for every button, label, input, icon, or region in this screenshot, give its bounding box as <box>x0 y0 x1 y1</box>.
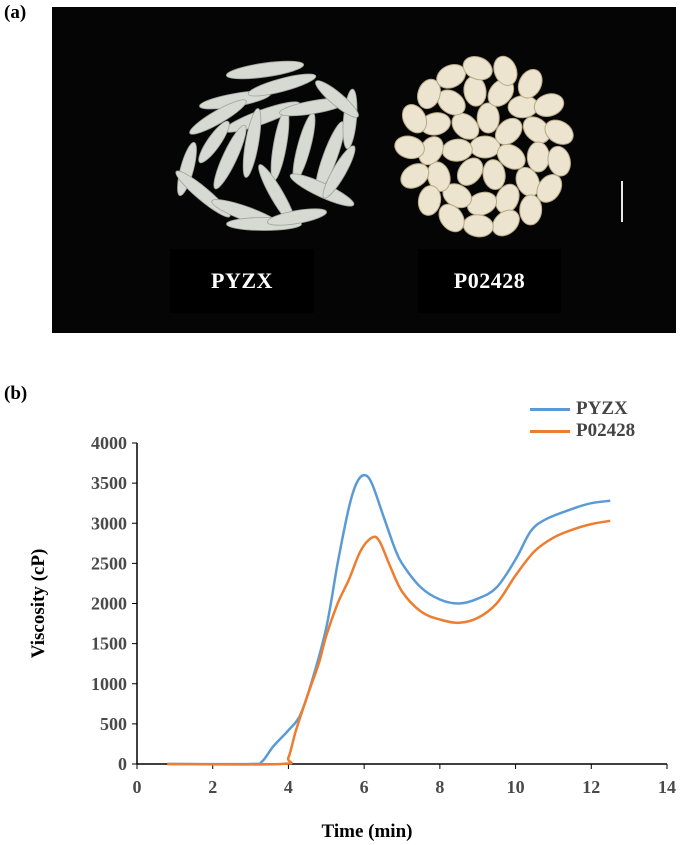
round-grain <box>451 112 480 140</box>
legend-item-p02428: P02428 <box>530 420 635 442</box>
legend-label-p02428: P02428 <box>576 420 636 441</box>
x-tick-label: 4 <box>284 777 293 797</box>
rice-grain <box>247 73 317 97</box>
round-grain <box>517 68 543 99</box>
x-tick-label: 12 <box>582 777 600 797</box>
round-grain <box>438 203 465 233</box>
round-grain <box>536 174 563 203</box>
round-grain <box>400 163 430 189</box>
round-grain <box>462 214 494 238</box>
y-tick-label: 2000 <box>91 594 127 614</box>
panel-a-label: (a) <box>4 2 27 23</box>
y-tick-label: 1000 <box>91 674 127 694</box>
rice-grain <box>225 60 305 80</box>
round-grain <box>417 185 442 216</box>
x-axis-title: Time (min) <box>322 821 413 842</box>
y-tick-label: 3500 <box>91 473 127 493</box>
round-grain <box>456 157 484 186</box>
sample-label-pyzx: PYZX <box>170 249 314 313</box>
x-tick-label: 10 <box>507 777 525 797</box>
round-grain <box>491 209 520 237</box>
rice-grain <box>198 120 230 164</box>
grain-photo: PYZX P02428 <box>52 7 676 333</box>
round-grain <box>547 145 571 177</box>
rice-grain <box>322 145 356 199</box>
panel-b-label: (b) <box>4 383 28 404</box>
round-grain <box>493 55 518 86</box>
y-tick-label: 500 <box>100 714 127 734</box>
legend-item-pyzx: PYZX <box>530 398 635 420</box>
rice-grain <box>267 208 327 226</box>
round-grain <box>401 104 428 134</box>
round-grain <box>466 191 498 216</box>
round-grain <box>522 116 551 144</box>
round-grain <box>394 135 425 160</box>
rice-grain <box>289 173 355 207</box>
round-grain <box>544 119 574 145</box>
round-grain <box>533 93 565 117</box>
y-axis-title: Viscosity (cP) <box>28 549 49 659</box>
x-tick-label: 6 <box>360 777 369 797</box>
legend-swatch-p02428 <box>530 429 570 433</box>
y-tick-label: 1500 <box>91 634 127 654</box>
chart-legend: PYZX P02428 <box>530 398 635 442</box>
series-line-pyzx <box>167 473 611 766</box>
rice-grain <box>292 112 316 182</box>
round-grain <box>417 78 441 110</box>
x-tick-label: 8 <box>435 777 444 797</box>
sample-label-p02428: P02428 <box>418 249 561 313</box>
round-grain <box>476 102 500 134</box>
legend-swatch-pyzx <box>530 407 570 411</box>
x-tick-label: 14 <box>658 777 676 797</box>
viscosity-chart: 0 500 1000 1500 2000 2500 3000 3500 4000 0 2 4 6 8 10 1… <box>28 433 676 842</box>
y-tick-label: 3000 <box>91 513 127 533</box>
rice-grain <box>189 99 247 135</box>
rice-grain <box>315 80 359 118</box>
round-grain <box>482 159 506 191</box>
y-tick-label: 4000 <box>91 433 127 453</box>
y-tick-label: 0 <box>118 754 127 774</box>
round-grain <box>469 135 501 159</box>
x-tick-label: 2 <box>208 777 217 797</box>
x-tick-label: 0 <box>133 777 142 797</box>
series-line-p02428 <box>167 519 611 766</box>
grain-photo-drawing <box>175 55 623 238</box>
legend-label-pyzx: PYZX <box>576 398 628 419</box>
rice-grain <box>242 108 262 178</box>
y-tick-label: 2500 <box>91 553 127 573</box>
round-grain <box>494 117 523 146</box>
round-grain <box>462 56 493 81</box>
rice-grain <box>213 124 247 190</box>
round-grain <box>496 143 526 170</box>
round-grain <box>526 141 550 173</box>
round-grain <box>519 194 543 226</box>
